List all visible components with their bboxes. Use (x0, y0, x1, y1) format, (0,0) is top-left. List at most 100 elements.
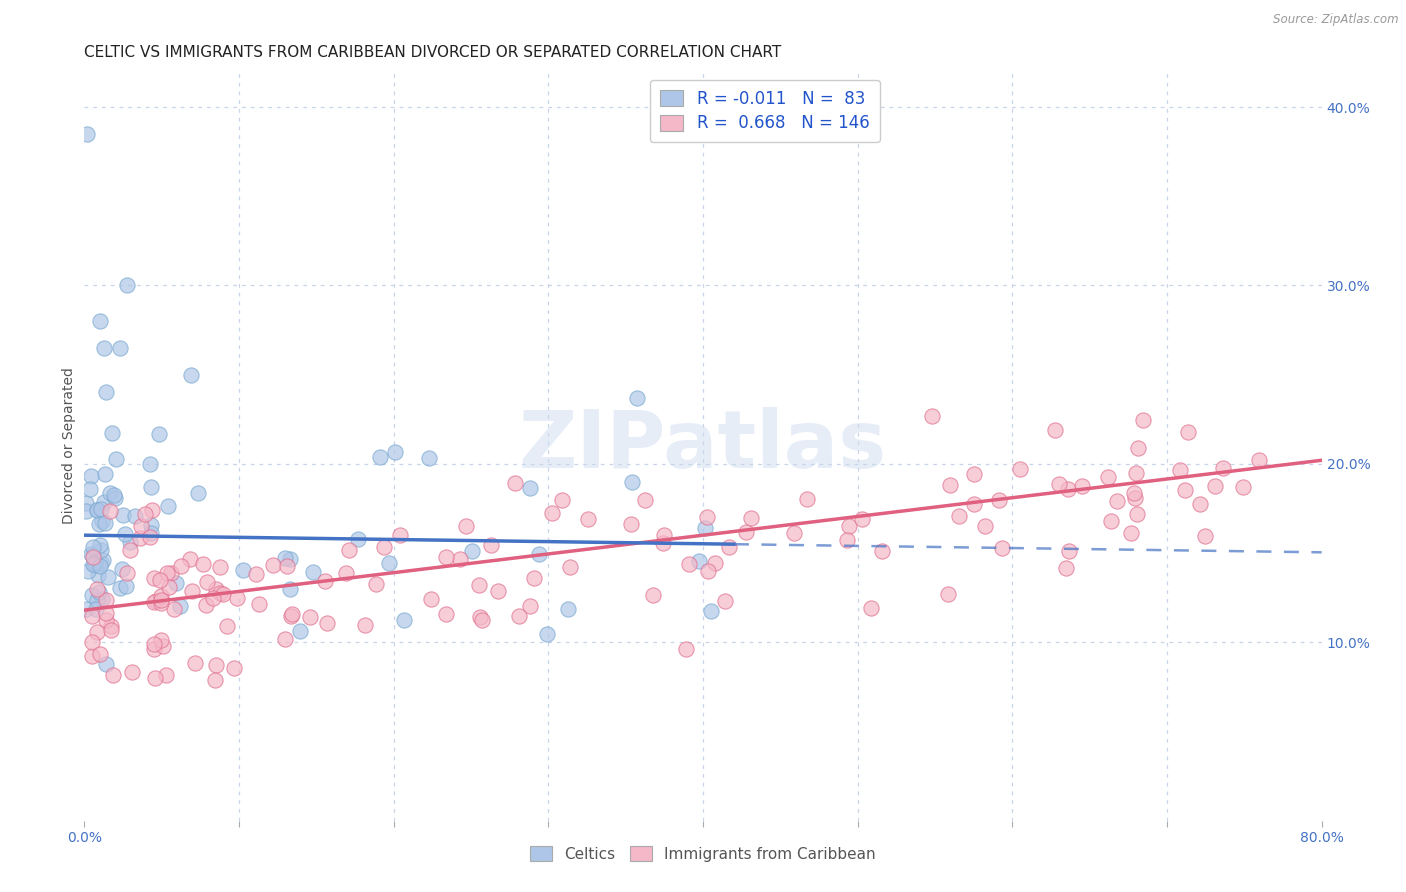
Point (121, 665, 143, 679)
Point (870, 544, 893, 558)
Point (118, 543, 141, 558)
Point (384, 445, 406, 459)
Point (222, 661, 245, 675)
Point (75, 496, 97, 510)
Point (114, 526, 136, 541)
Point (434, 549, 457, 564)
Point (76, 127, 98, 141)
Point (703, 557, 725, 571)
Point (558, 560, 581, 574)
Point (124, 508, 146, 523)
Point (150, 596, 173, 610)
Point (392, 614, 415, 628)
Point (90, 556, 112, 570)
Point (181, 583, 204, 598)
Point (159, 566, 181, 581)
Point (86, 593, 108, 607)
Point (96, 606, 118, 620)
Point (1099, 515, 1122, 529)
Point (1128, 441, 1150, 455)
Point (96, 613, 118, 627)
Point (90, 591, 112, 606)
Point (80, 547, 103, 561)
Point (82, 557, 104, 571)
Point (461, 544, 484, 558)
Point (202, 591, 225, 605)
Point (105, 451, 128, 466)
Point (91, 514, 114, 528)
Point (1247, 453, 1270, 467)
Point (519, 599, 541, 613)
Point (77, 564, 100, 578)
Point (1056, 482, 1078, 496)
Point (373, 540, 395, 554)
Y-axis label: Divorced or Separated: Divorced or Separated (62, 368, 76, 524)
Text: CELTIC VS IMMIGRANTS FROM CARIBBEAN DIVORCED OR SEPARATED CORRELATION CHART: CELTIC VS IMMIGRANTS FROM CARIBBEAN DIVO… (84, 45, 782, 61)
Point (620, 517, 643, 532)
Point (1123, 491, 1146, 505)
Point (278, 552, 301, 566)
Point (368, 450, 391, 464)
Point (740, 510, 762, 524)
Point (165, 576, 187, 591)
Point (626, 391, 648, 405)
Point (796, 492, 818, 507)
Point (1174, 483, 1197, 497)
Point (1188, 497, 1211, 511)
Point (508, 608, 530, 623)
Point (1125, 466, 1147, 480)
Point (93, 494, 115, 508)
Point (523, 571, 546, 585)
Point (337, 543, 360, 558)
Point (141, 503, 163, 517)
Point (678, 558, 700, 572)
Point (851, 512, 873, 526)
Point (143, 637, 166, 651)
Point (86, 582, 108, 596)
Point (205, 582, 228, 596)
Point (108, 341, 131, 355)
Point (89, 648, 111, 662)
Point (859, 600, 882, 615)
Point (86, 502, 108, 516)
Point (195, 574, 218, 589)
Point (111, 508, 134, 523)
Point (299, 610, 322, 624)
Point (79, 482, 101, 496)
Point (94, 467, 117, 481)
Point (434, 607, 457, 622)
Point (157, 580, 180, 594)
Point (696, 510, 718, 524)
Point (89, 585, 111, 599)
Point (141, 479, 163, 493)
Point (486, 583, 509, 598)
Point (83, 558, 105, 572)
Point (150, 593, 173, 607)
Point (145, 594, 167, 608)
Point (134, 507, 156, 521)
Point (527, 547, 550, 561)
Point (152, 640, 174, 654)
Point (82, 540, 104, 554)
Point (274, 551, 297, 566)
Point (1123, 486, 1146, 500)
Point (335, 566, 357, 581)
Point (80, 588, 103, 602)
Point (82, 608, 104, 623)
Point (1168, 463, 1191, 477)
Point (1097, 469, 1119, 483)
Point (143, 571, 166, 585)
Point (94, 385, 117, 400)
Point (148, 426, 170, 441)
Point (139, 530, 162, 544)
Point (456, 518, 478, 533)
Point (1126, 507, 1149, 521)
Point (226, 591, 249, 606)
Point (838, 519, 860, 533)
Point (82, 550, 104, 565)
Point (364, 576, 387, 591)
Point (578, 511, 600, 525)
Point (82, 635, 104, 649)
Point (139, 525, 162, 540)
Point (156, 566, 179, 580)
